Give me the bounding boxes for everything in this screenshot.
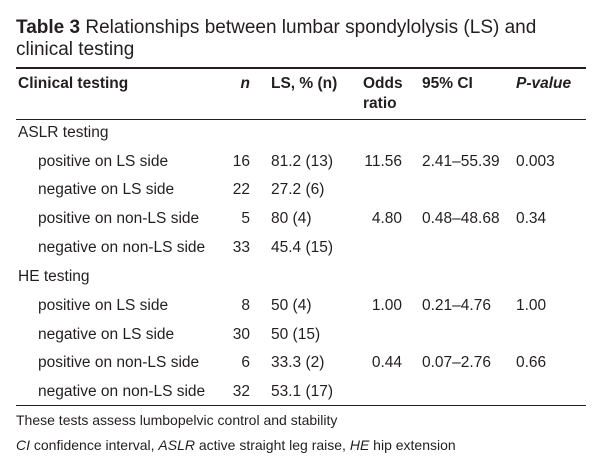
row-n: 30: [232, 326, 250, 343]
row-odds-ratio: 4.80: [371, 210, 402, 227]
row-label: positive on non-LS side: [38, 354, 200, 371]
row-label: negative on LS side: [38, 326, 175, 343]
table-top-rule: [16, 67, 586, 69]
row-n: 8: [241, 297, 250, 314]
footnote-abbreviations: CI confidence interval, ASLR active stra…: [16, 436, 456, 454]
row-ci: 0.07–2.76: [422, 354, 491, 371]
row-ci: 0.21–4.76: [422, 297, 491, 314]
header-n: n: [240, 75, 250, 92]
header-p-value: P-value: [516, 74, 571, 94]
row-label: negative on non-LS side: [38, 383, 206, 400]
row-label: negative on non-LS side: [38, 239, 206, 256]
row-ls: 45.4 (15): [271, 239, 334, 256]
row-label: positive on LS side: [38, 297, 169, 314]
row-ls: 50 (15): [271, 326, 321, 343]
row-label: positive on non-LS side: [38, 210, 200, 227]
row-n: 32: [232, 383, 250, 400]
header-ls: LS, % (n): [271, 75, 338, 92]
footnote-note: These tests assess lumbopelvic control a…: [16, 412, 338, 428]
table-caption-label: Table 3: [16, 17, 81, 38]
row-n: 33: [232, 239, 250, 256]
row-label: negative on LS side: [38, 181, 175, 198]
footnote-he-abbr: HE: [349, 437, 370, 453]
header-clinical-testing: Clinical testing: [18, 75, 129, 92]
row-ls: 81.2 (13): [271, 153, 334, 170]
footnote-ci-abbr: CI: [16, 437, 30, 453]
table-caption: Table 3 Relationships between lumbar spo…: [16, 17, 586, 61]
footnote-aslr-def: active straight leg raise,: [194, 437, 350, 453]
row-n: 6: [241, 354, 250, 371]
footnote-ci-def: confidence interval,: [30, 437, 159, 453]
row-p: 0.34: [516, 210, 547, 227]
row-n: 5: [241, 210, 250, 227]
row-p: 1.00: [516, 297, 547, 314]
row-n: 22: [232, 181, 250, 198]
header-odds-ratio-line1: Odds: [363, 75, 403, 92]
row-p: 0.003: [516, 153, 555, 170]
row-ls: 50 (4): [271, 297, 312, 314]
row-odds-ratio: 0.44: [371, 354, 402, 371]
row-ls: 27.2 (6): [271, 181, 325, 198]
row-n: 16: [232, 153, 250, 170]
row-odds-ratio: 11.56: [364, 153, 402, 170]
table-caption-text: Relationships between lumbar spondylolys…: [16, 17, 537, 60]
row-ci: 2.41–55.39: [422, 153, 500, 170]
header-odds-ratio-line2: ratio: [363, 95, 397, 112]
row-ls: 53.1 (17): [271, 383, 334, 400]
table-bottom-rule: [16, 405, 586, 406]
row-label: positive on LS side: [38, 153, 169, 170]
row-odds-ratio: 1.00: [371, 297, 402, 314]
header-rule: [16, 119, 586, 120]
row-ls: 80 (4): [271, 210, 312, 227]
footnote-aslr-abbr: ASLR: [158, 437, 195, 453]
footnote-he-def: hip extension: [369, 437, 456, 453]
group-title-aslr: ASLR testing: [18, 124, 109, 141]
row-ls: 33.3 (2): [271, 354, 325, 371]
group-title-he: HE testing: [18, 268, 90, 285]
header-p-value-text: P-value: [516, 75, 572, 92]
header-ci: 95% CI: [422, 75, 473, 92]
row-p: 0.66: [516, 354, 547, 371]
row-ci: 0.48–48.68: [422, 210, 500, 227]
